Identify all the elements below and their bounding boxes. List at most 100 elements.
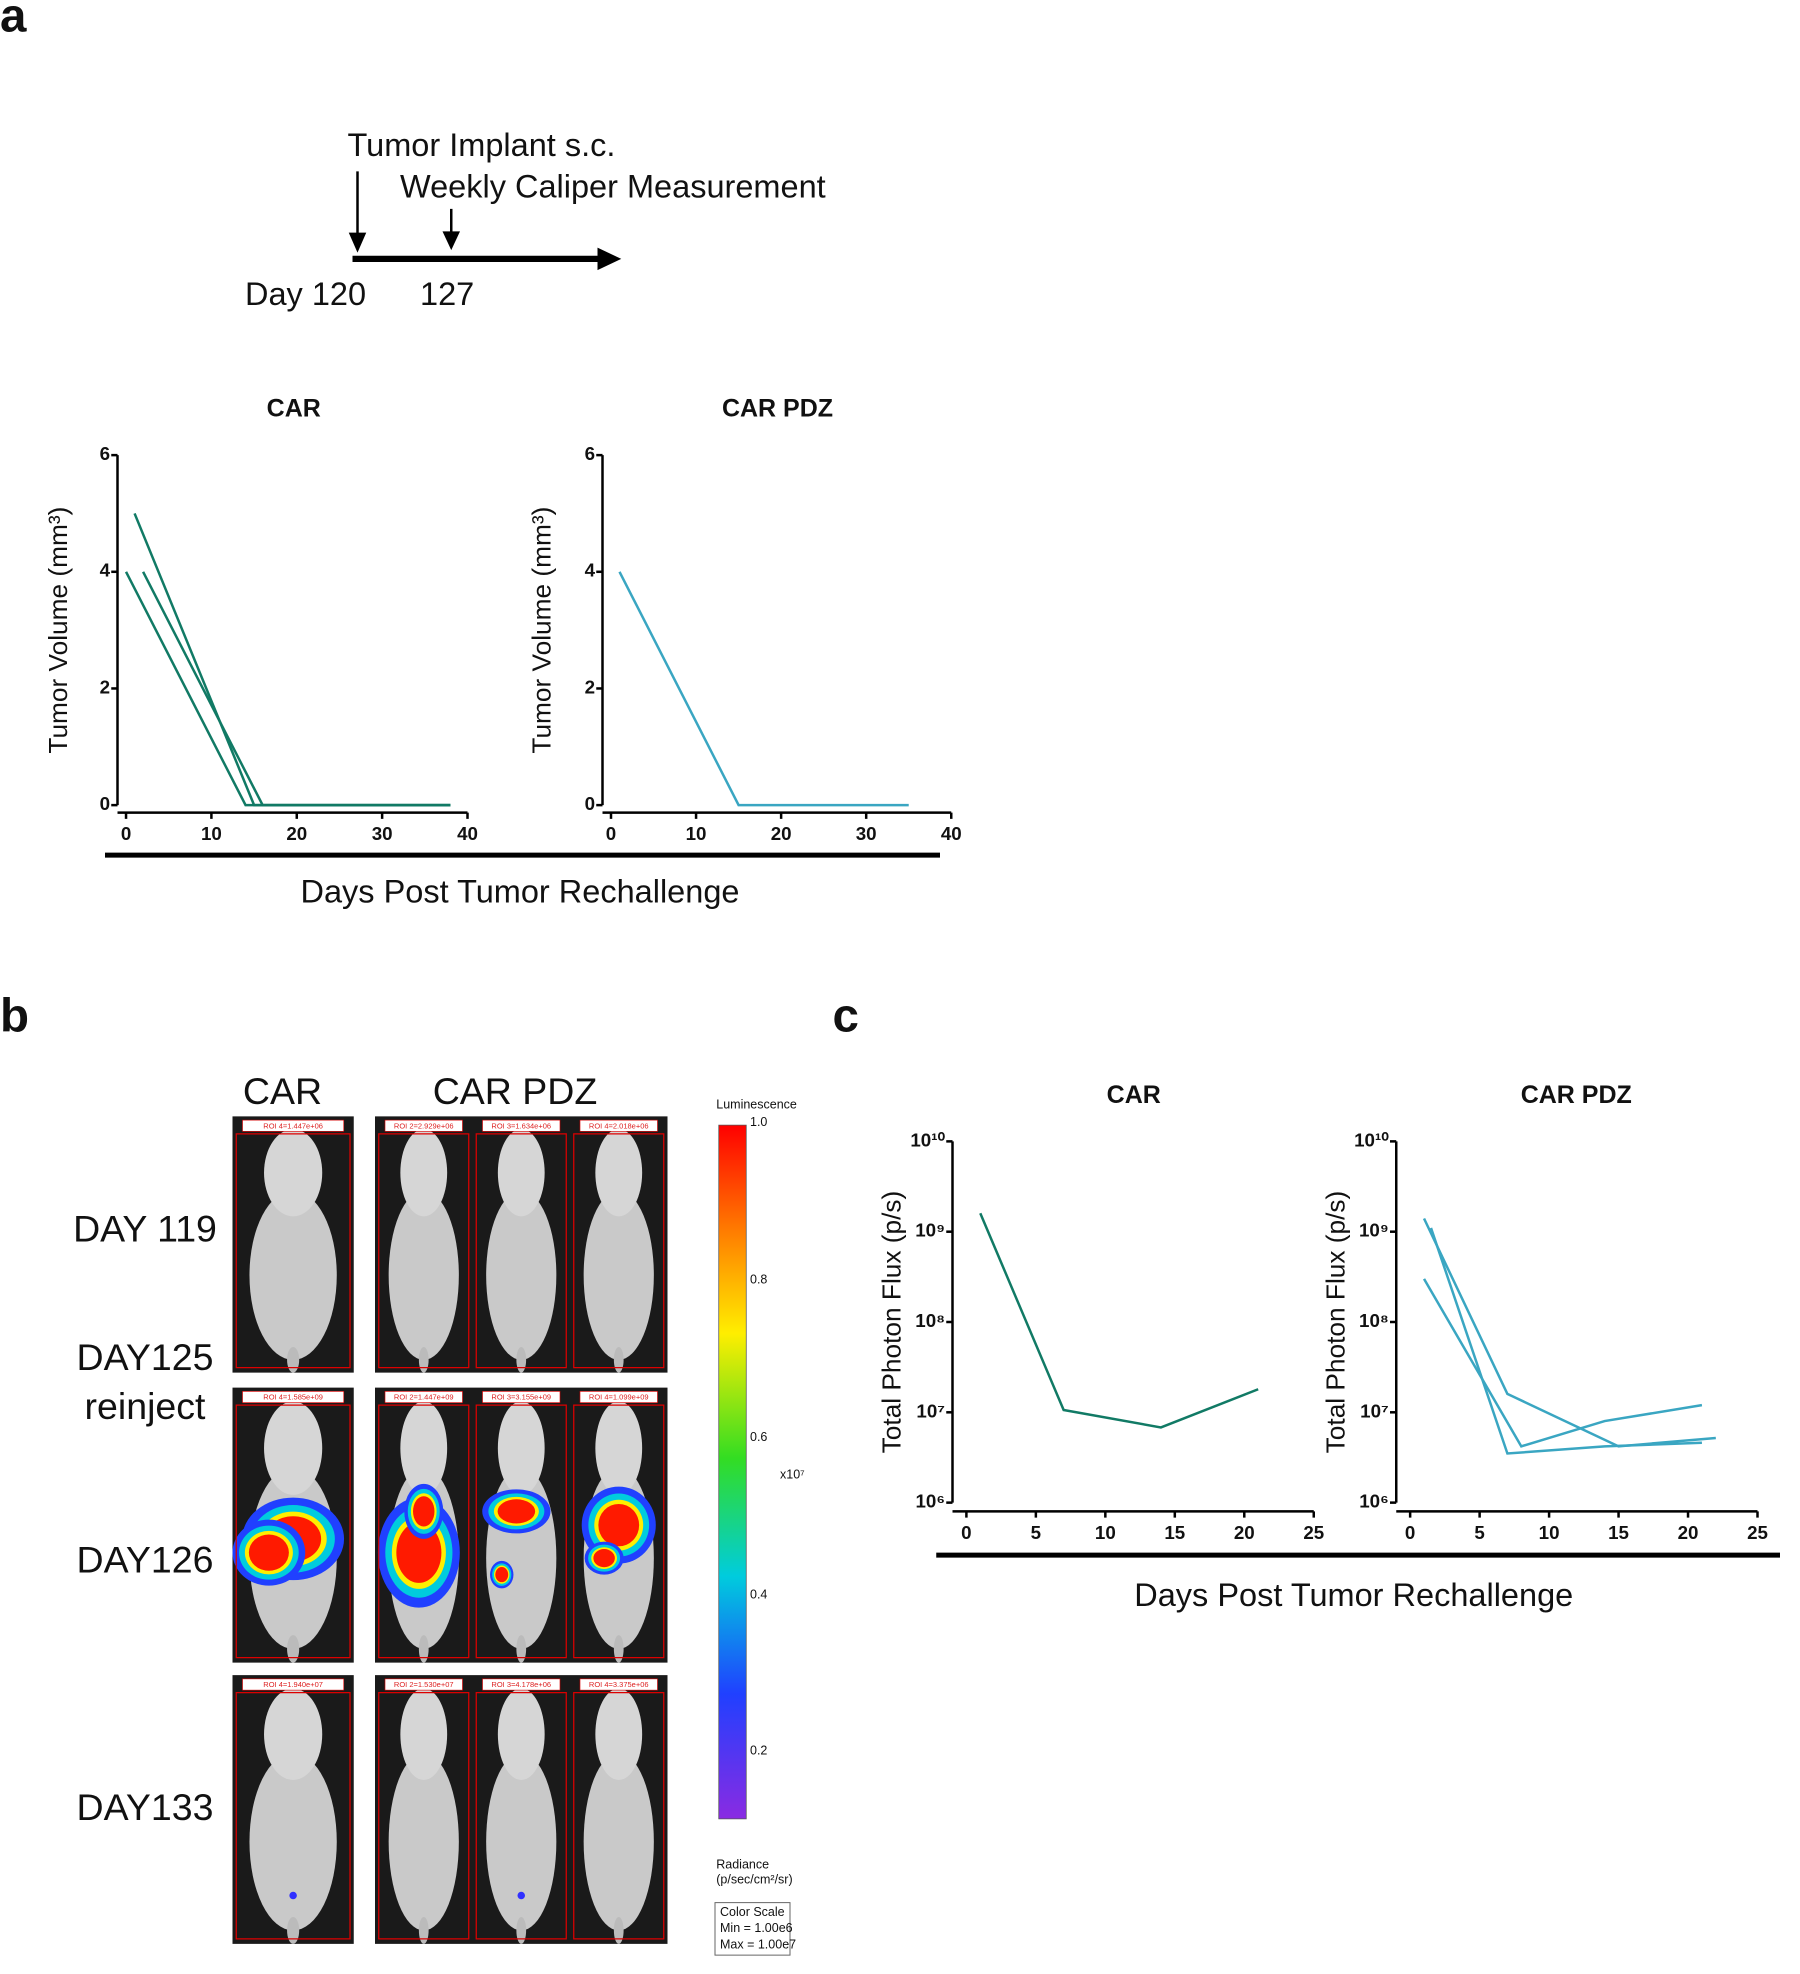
- roi-tag: [384, 1391, 463, 1403]
- mouse-body: [486, 1190, 557, 1360]
- mouse-body: [249, 1190, 337, 1360]
- chart-title: CAR PDZ: [722, 395, 833, 423]
- y-tick-label: 10⁷: [916, 1400, 945, 1421]
- arrow-head: [348, 232, 367, 253]
- x-tick-label: 15: [1608, 1522, 1629, 1543]
- roi-tag: [579, 1678, 658, 1691]
- data-line: [979, 1212, 1259, 1429]
- row-label: DAY125: [77, 1336, 214, 1378]
- y-axis-label: Total Photon Flux (p/s): [877, 1191, 907, 1454]
- x-tick-label: 20: [286, 823, 307, 844]
- roi-box: [378, 1404, 470, 1659]
- x-tick-label: 10: [686, 823, 707, 844]
- roi-box: [475, 1133, 567, 1369]
- roi-tag: [579, 1391, 658, 1403]
- imaging-grid: ROI 4=1.447e+06 ROI 2=2.929e+06 ROI 3=1.63…: [232, 1116, 668, 1944]
- y-tick-label: 6: [100, 443, 110, 464]
- chart-title: CAR: [267, 395, 321, 423]
- mouse-body: [249, 1753, 337, 1931]
- colorbar-tick: 0.2: [750, 1744, 767, 1758]
- x-tick-label: 20: [771, 823, 792, 844]
- colorbar-tick: 0.4: [750, 1587, 767, 1601]
- mouse-body: [388, 1190, 459, 1360]
- roi-label: ROI 3=3.155e+09: [491, 1393, 551, 1402]
- roi-tag: [242, 1391, 345, 1403]
- data-line: [1422, 1278, 1703, 1448]
- roi-box: [573, 1133, 665, 1369]
- scale-text: Color Scale: [720, 1905, 785, 1919]
- x-tick-label: 25: [1303, 1522, 1324, 1543]
- y-tick-label: 10¹⁰: [910, 1129, 945, 1150]
- signal: [598, 1503, 640, 1547]
- x-tick-label: 20: [1678, 1522, 1699, 1543]
- y-axis-label: Total Photon Flux (p/s): [1320, 1191, 1350, 1454]
- signal: [248, 1534, 289, 1571]
- scale-text: Min = 1.00e6: [720, 1921, 793, 1935]
- mouse-head: [497, 1129, 545, 1217]
- mouse-head: [400, 1401, 448, 1495]
- y-tick-label: 10¹⁰: [1354, 1129, 1389, 1150]
- x-tick-label: 5: [1474, 1522, 1484, 1543]
- roi-box: [475, 1692, 567, 1940]
- colorbar-tick: 0.6: [750, 1430, 767, 1444]
- signal: [517, 1891, 525, 1900]
- roi-tag: [242, 1119, 345, 1132]
- colorbar: [718, 1124, 747, 1820]
- panel-letter: a: [0, 0, 27, 42]
- roi-label: ROI 3=4.178e+06: [491, 1680, 551, 1689]
- mouse-head: [264, 1401, 323, 1495]
- roi-label: ROI 4=1.099e+09: [589, 1393, 649, 1402]
- signal: [497, 1499, 536, 1524]
- panel-letter: c: [833, 989, 859, 1042]
- scale-text: Max = 1.00e7: [720, 1937, 796, 1951]
- panel-letter: b: [0, 989, 29, 1042]
- signal: [495, 1567, 509, 1583]
- x-tick-label: 40: [457, 823, 478, 844]
- x-tick-label: 10: [1539, 1522, 1560, 1543]
- x-tick-label: 5: [1031, 1522, 1041, 1543]
- roi-box: [235, 1133, 351, 1369]
- roi-label: ROI 4=1.940e+07: [263, 1680, 323, 1689]
- roi-tag: [482, 1678, 561, 1691]
- mouse-body: [583, 1753, 654, 1931]
- y-tick-label: 2: [585, 676, 595, 697]
- mouse-tail: [418, 1347, 429, 1373]
- chart-title: CAR: [1107, 1081, 1161, 1109]
- roi-label: ROI 4=1.585e+09: [263, 1393, 323, 1402]
- x-axis-label: Days Post Tumor Rechallenge: [301, 873, 740, 909]
- x-tick-label: 30: [372, 823, 393, 844]
- y-axis-label: Tumor Volume (mm³): [527, 507, 557, 754]
- colorbar-tick: 1.0: [750, 1115, 767, 1129]
- roi-box: [573, 1692, 665, 1940]
- column-label: CAR PDZ: [433, 1070, 598, 1112]
- data-line: [124, 571, 451, 807]
- mouse-tail: [516, 1347, 527, 1373]
- mouse-tail: [418, 1917, 429, 1944]
- mouse-head: [264, 1129, 323, 1217]
- roi-label: ROI 4=2.018e+06: [589, 1121, 649, 1130]
- roi-label: ROI 4=3.375e+06: [589, 1680, 649, 1689]
- timeline-label: Weekly Caliper Measurement: [400, 168, 826, 204]
- mouse-tail: [613, 1917, 624, 1944]
- mouse-tail: [516, 1917, 527, 1944]
- chart-title: CAR PDZ: [1521, 1081, 1632, 1109]
- mouse-head: [264, 1688, 323, 1780]
- y-tick-label: 10⁹: [915, 1220, 945, 1241]
- x-tick-label: 0: [121, 823, 131, 844]
- arrow-head: [597, 247, 622, 271]
- data-line: [1422, 1217, 1716, 1448]
- x-tick-label: 0: [1405, 1522, 1415, 1543]
- colorbar-title: Luminescence: [716, 1097, 797, 1111]
- y-tick-label: 2: [100, 676, 110, 697]
- y-tick-label: 10⁹: [1359, 1220, 1389, 1241]
- mouse-head: [497, 1401, 545, 1495]
- roi-box: [235, 1404, 351, 1659]
- row-label: DAY126: [77, 1539, 214, 1581]
- y-tick-label: 10⁶: [1359, 1491, 1389, 1512]
- colorbar-unit: Radiance: [716, 1857, 769, 1871]
- roi-tag: [242, 1678, 345, 1691]
- y-tick-label: 6: [585, 443, 595, 464]
- row-label: DAY 119: [73, 1207, 217, 1249]
